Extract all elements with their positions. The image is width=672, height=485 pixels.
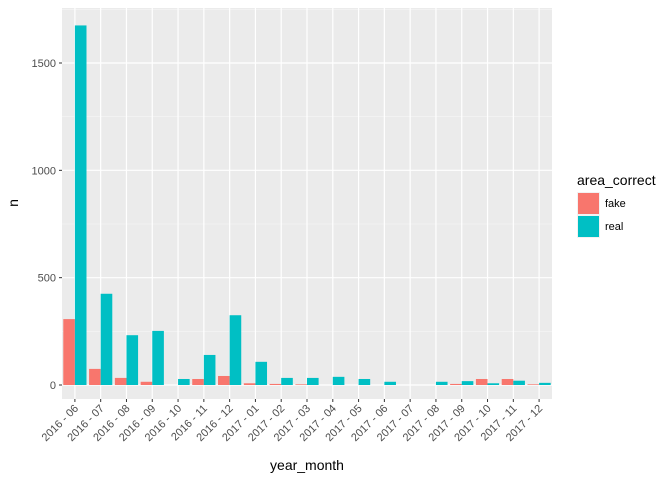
bars: [63, 25, 551, 386]
legend-title: area_correct: [577, 172, 656, 188]
bar-fake: [450, 383, 462, 385]
bar-real: [74, 25, 87, 386]
legend-items: fake real: [577, 192, 626, 238]
legend-swatch-real: [578, 216, 599, 237]
bar-fake: [140, 381, 153, 385]
bar-real: [229, 315, 242, 385]
x-axis-title: year_month: [270, 457, 344, 473]
legend-swatch-fake: [578, 193, 599, 214]
bar-fake: [114, 377, 127, 385]
bar-real: [539, 382, 551, 385]
bar-fake: [192, 378, 204, 385]
bar-real: [203, 354, 216, 385]
bar-real: [487, 383, 500, 385]
y-tick-label: 1000: [32, 165, 56, 177]
bar-fake: [89, 368, 101, 385]
bar-real: [307, 377, 319, 385]
bar-fake: [269, 383, 282, 385]
bar-fake: [295, 384, 307, 385]
y-tick-label: 1500: [32, 58, 56, 70]
bar-fake: [501, 378, 514, 385]
bar-real: [435, 381, 448, 385]
bar-fake: [63, 319, 75, 385]
y-axis: 0 500 1000 1500: [32, 58, 62, 392]
bar-real: [152, 330, 164, 385]
legend: area_correct fake real: [577, 172, 656, 238]
bar-real: [461, 381, 474, 385]
y-axis-title: n: [5, 199, 21, 207]
bar-fake: [475, 378, 488, 385]
bar-fake: [218, 375, 230, 385]
bar-fake: [243, 383, 256, 385]
legend-label-real: real: [605, 221, 623, 233]
bar-real: [513, 380, 525, 385]
legend-label-fake: fake: [605, 198, 626, 210]
bar-real: [126, 335, 139, 385]
y-tick-label: 0: [50, 380, 56, 392]
bar-real: [255, 361, 268, 385]
bar-real: [384, 381, 396, 385]
bar-real: [100, 293, 113, 385]
y-tick-label: 500: [38, 273, 56, 285]
bar-fake: [527, 384, 540, 385]
bar-real: [332, 376, 345, 385]
bar-real: [178, 378, 190, 385]
bar-real: [281, 377, 293, 385]
bar-real: [358, 378, 371, 385]
